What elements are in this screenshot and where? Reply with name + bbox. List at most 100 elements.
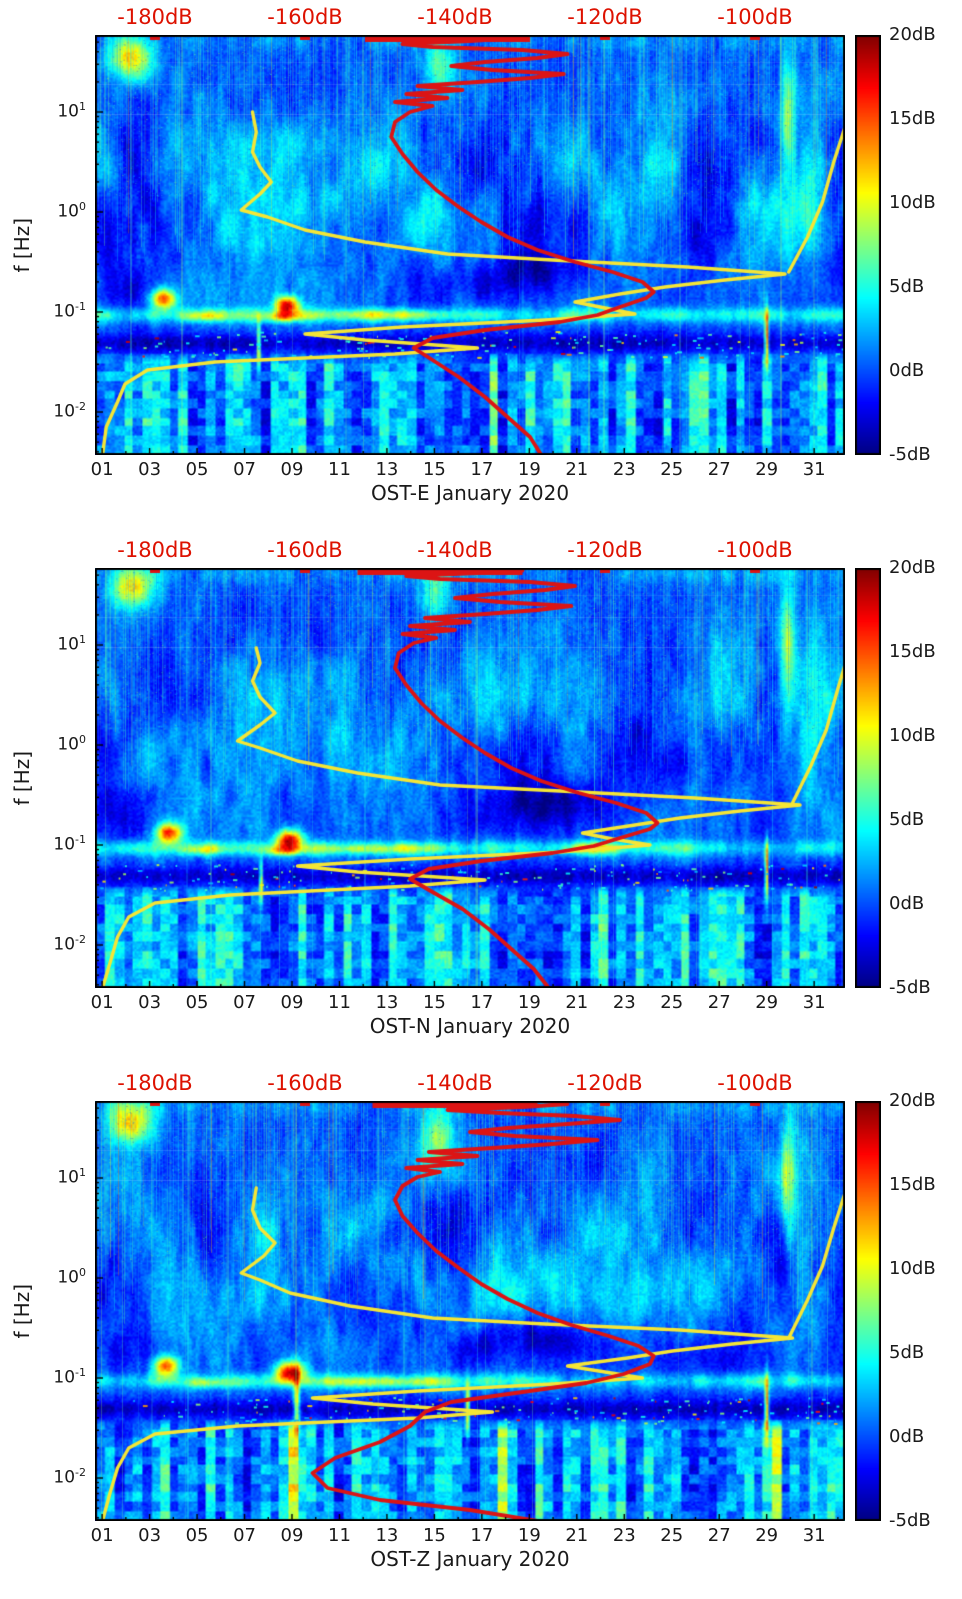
- x-axis-tick-label: 21: [565, 459, 589, 480]
- y-axis-tick-label: 10-2: [53, 1466, 86, 1488]
- y-axis-tick-label: 10-2: [53, 400, 86, 422]
- y-axis-tick-label: 101: [57, 100, 86, 122]
- x-axis-tick-label: 25: [660, 459, 684, 480]
- x-axis-title: OST-Z January 2020: [370, 1547, 570, 1571]
- top-axis-label: -140dB: [417, 1071, 493, 1095]
- y-axis-label: f [Hz]: [10, 750, 34, 806]
- x-axis-tick-label: 05: [185, 1525, 209, 1546]
- top-axis-label: -160dB: [267, 538, 343, 562]
- y-axis-tick-label: 10-1: [53, 300, 86, 322]
- colorbar-tick-label: -5dB: [889, 444, 931, 465]
- y-axis-tick-label: 10-2: [53, 933, 86, 955]
- y-axis-label: f [Hz]: [10, 217, 34, 273]
- colorbar-canvas-ost-n: [855, 568, 881, 988]
- colorbar-canvas-ost-z: [855, 1101, 881, 1521]
- x-axis-tick-label: 13: [375, 459, 399, 480]
- top-axis-label: -160dB: [267, 1071, 343, 1095]
- y-axis-label: f [Hz]: [10, 1283, 34, 1339]
- panel-ost-z: f [Hz] OST-Z January 2020 -180dB -160dB -1…: [0, 1066, 962, 1599]
- colorbar-tick-label: 20dB: [889, 557, 936, 578]
- top-axis-label: -100dB: [717, 1071, 793, 1095]
- x-axis-tick-label: 03: [138, 459, 162, 480]
- spectrogram-canvas-ost-z: [95, 1101, 845, 1521]
- y-axis-tick-label: 10-1: [53, 1366, 86, 1388]
- y-axis-tick-label: 101: [57, 1166, 86, 1188]
- x-axis-tick-label: 31: [802, 459, 826, 480]
- top-axis-label: -120dB: [567, 5, 643, 29]
- colorbar-tick-label: -5dB: [889, 977, 931, 998]
- y-axis-label-container: f [Hz]: [8, 35, 36, 455]
- y-axis-tick-label: 10-1: [53, 833, 86, 855]
- x-axis-tick-label: 23: [612, 1525, 636, 1546]
- colorbar-tick-label: 15dB: [889, 108, 936, 129]
- x-axis-tick-label: 07: [233, 992, 256, 1013]
- x-axis-tick-label: 11: [328, 1525, 351, 1546]
- x-axis-tick-label: 01: [90, 992, 114, 1013]
- y-axis-label-container: f [Hz]: [8, 1101, 36, 1521]
- x-axis-tick-label: 19: [517, 459, 541, 480]
- y-axis-tick-label: 101: [57, 633, 86, 655]
- y-axis-tick-label: 100: [57, 1266, 86, 1288]
- x-axis-tick-label: 01: [90, 1525, 114, 1546]
- x-axis-tick-label: 27: [707, 459, 731, 480]
- top-axis-label: -100dB: [717, 5, 793, 29]
- colorbar-tick-label: 15dB: [889, 1174, 936, 1195]
- x-axis-tick-label: 05: [185, 992, 209, 1013]
- colorbar-tick-label: 5dB: [889, 276, 925, 297]
- colorbar-tick-label: -5dB: [889, 1510, 931, 1531]
- panel-ost-e: f [Hz] OST-E January 2020 -180dB -160dB -1…: [0, 0, 962, 533]
- top-axis-label: -140dB: [417, 538, 493, 562]
- colorbar-tick-label: 20dB: [889, 1090, 936, 1111]
- top-axis-label: -100dB: [717, 538, 793, 562]
- colorbar-canvas-ost-e: [855, 35, 881, 455]
- x-axis-tick-label: 21: [565, 1525, 589, 1546]
- colorbar-tick-label: 10dB: [889, 192, 936, 213]
- y-axis-tick-label: 100: [57, 200, 86, 222]
- x-axis-title: OST-E January 2020: [370, 481, 570, 505]
- x-axis-tick-label: 27: [707, 1525, 731, 1546]
- x-axis-tick-label: 19: [517, 992, 541, 1013]
- top-axis-label: -140dB: [417, 5, 493, 29]
- x-axis-tick-label: 03: [138, 1525, 162, 1546]
- top-axis-label: -180dB: [117, 538, 193, 562]
- top-axis-label: -180dB: [117, 1071, 193, 1095]
- x-axis-tick-label: 17: [470, 992, 494, 1013]
- colorbar-tick-label: 20dB: [889, 24, 936, 45]
- y-axis-tick-label: 100: [57, 733, 86, 755]
- panel-ost-n: f [Hz] OST-N January 2020 -180dB -160dB -1…: [0, 533, 962, 1066]
- colorbar-tick-label: 10dB: [889, 725, 936, 746]
- x-axis-tick-label: 25: [660, 992, 684, 1013]
- x-axis-tick-label: 25: [660, 1525, 684, 1546]
- x-axis-tick-label: 11: [328, 992, 351, 1013]
- x-axis-tick-label: 31: [802, 992, 826, 1013]
- x-axis-tick-label: 27: [707, 992, 731, 1013]
- x-axis-tick-label: 11: [328, 459, 351, 480]
- x-axis-tick-label: 21: [565, 992, 589, 1013]
- colorbar-tick-label: 10dB: [889, 1258, 936, 1279]
- x-axis-tick-label: 03: [138, 992, 162, 1013]
- x-axis-tick-label: 09: [280, 459, 304, 480]
- colorbar-tick-label: 5dB: [889, 1342, 925, 1363]
- colorbar-tick-label: 0dB: [889, 360, 925, 381]
- x-axis-tick-label: 29: [755, 1525, 779, 1546]
- x-axis-tick-label: 15: [422, 459, 446, 480]
- spectrogram-canvas-ost-n: [95, 568, 845, 988]
- x-axis-tick-label: 01: [90, 459, 114, 480]
- x-axis-tick-label: 29: [755, 459, 779, 480]
- x-axis-tick-label: 23: [612, 459, 636, 480]
- x-axis-title: OST-N January 2020: [369, 1014, 571, 1038]
- x-axis-tick-label: 05: [185, 459, 209, 480]
- x-axis-tick-label: 15: [422, 1525, 446, 1546]
- x-axis-tick-label: 07: [233, 459, 256, 480]
- x-axis-tick-label: 17: [470, 459, 494, 480]
- x-axis-tick-label: 15: [422, 992, 446, 1013]
- x-axis-tick-label: 19: [517, 1525, 541, 1546]
- top-axis-label: -120dB: [567, 1071, 643, 1095]
- colorbar-tick-label: 15dB: [889, 641, 936, 662]
- colorbar-tick-label: 0dB: [889, 893, 925, 914]
- x-axis-tick-label: 09: [280, 1525, 304, 1546]
- x-axis-tick-label: 17: [470, 1525, 494, 1546]
- colorbar-tick-label: 0dB: [889, 1426, 925, 1447]
- colorbar-tick-label: 5dB: [889, 809, 925, 830]
